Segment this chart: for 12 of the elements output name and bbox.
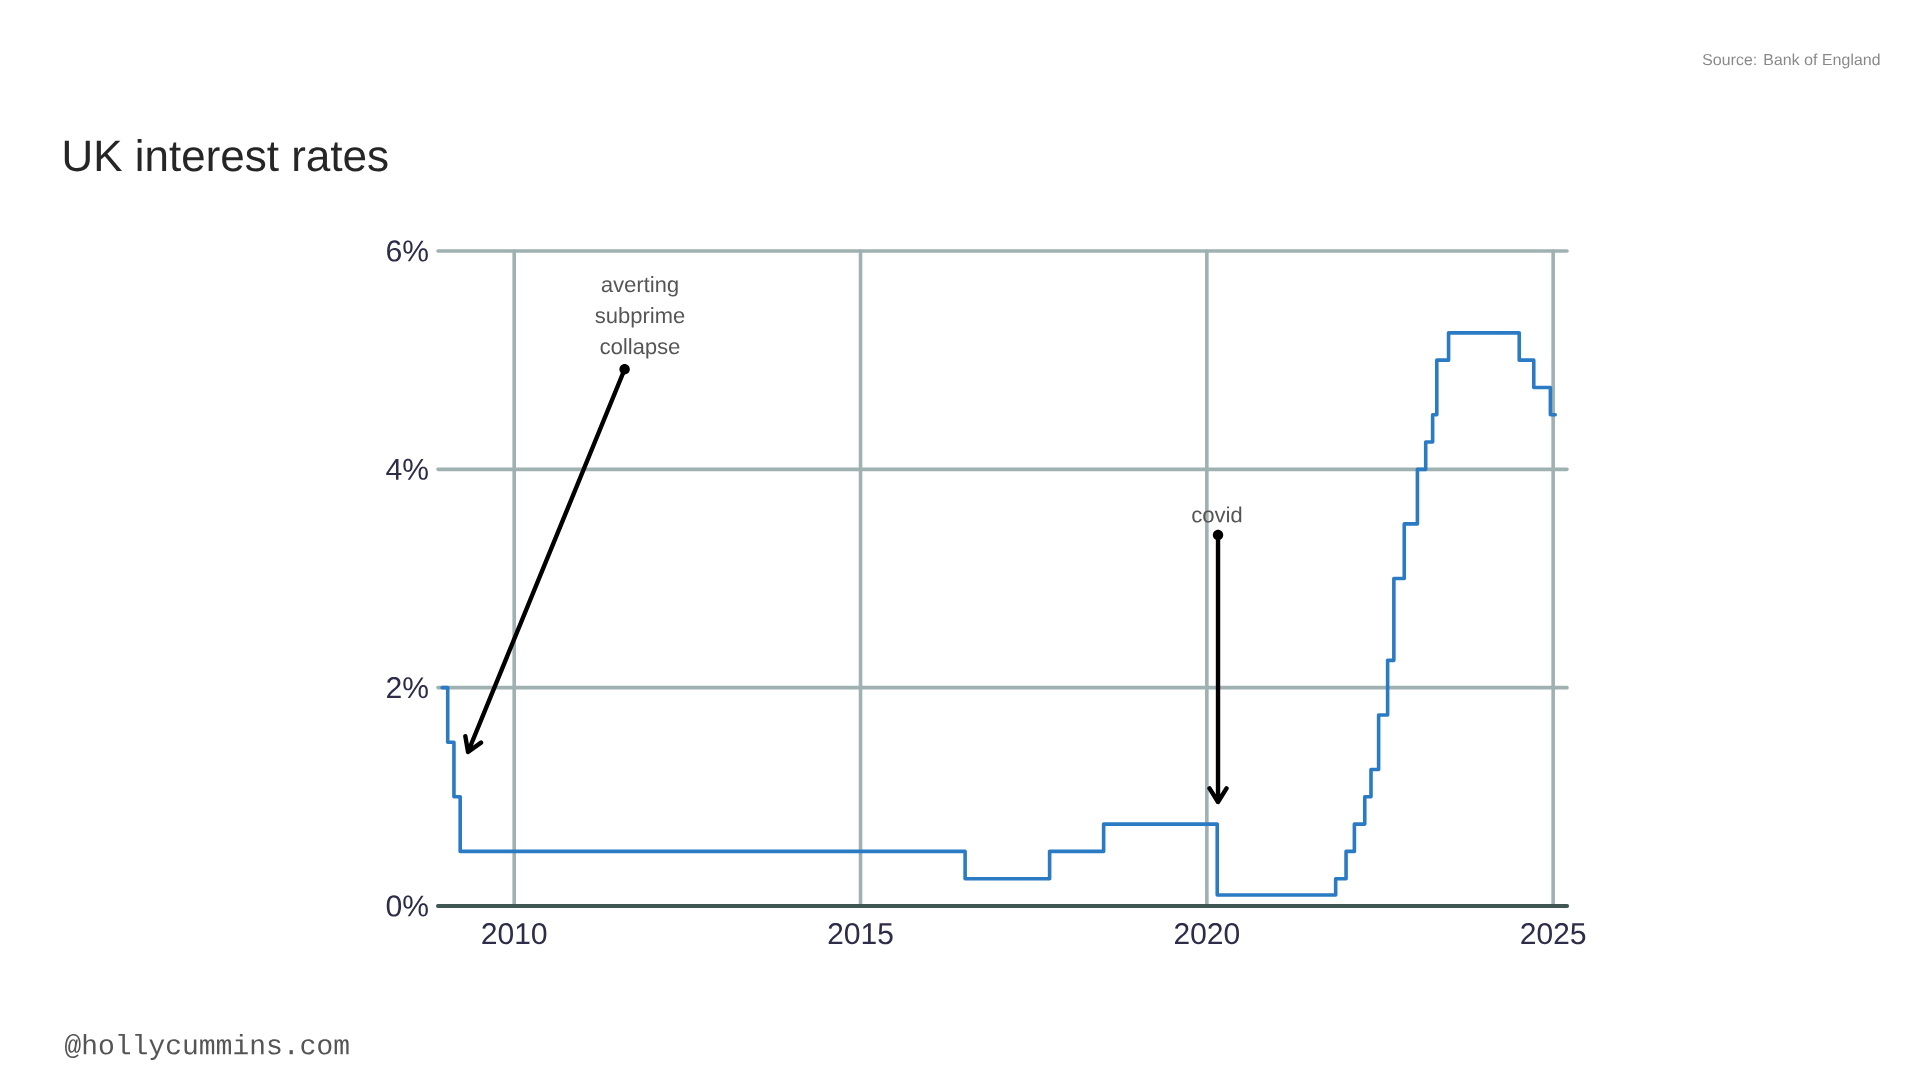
y-tick-label: 2%	[387, 677, 428, 699]
x-tick-label: 2020	[1174, 923, 1240, 945]
annotation: averting subprime collapse	[595, 276, 685, 359]
y-tick-label: 0%	[386, 895, 428, 917]
chart-title: UK interest rates	[64, 139, 388, 172]
x-tick-label: 2010	[482, 923, 547, 945]
y-tick-label: 6%	[387, 240, 428, 262]
source-note: Source: Bank of England	[1702, 53, 1880, 69]
x-tick-label: 2025	[1521, 923, 1586, 945]
y-tick-label: 4%	[386, 458, 428, 480]
x-tick-label: 2015	[828, 923, 893, 945]
text: @hollycummins.com	[65, 1033, 349, 1061]
